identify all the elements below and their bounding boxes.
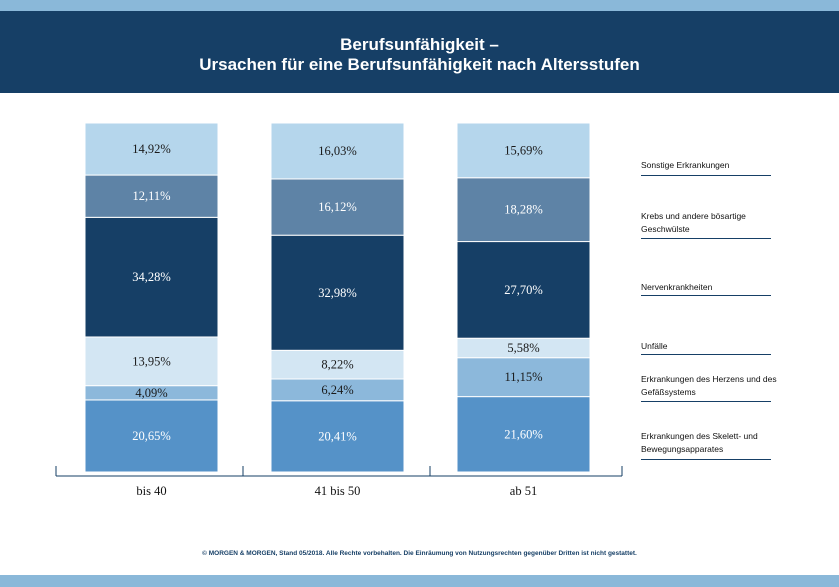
data-label: 4,09% xyxy=(135,386,167,400)
footer-copyright: © MORGEN & MORGEN, Stand 05/2018. Alle R… xyxy=(202,550,637,557)
legend-label-krebs: Krebs und andere bösartige Geschwülste xyxy=(641,211,746,234)
legend-divider xyxy=(641,175,771,176)
data-label: 20,65% xyxy=(132,429,171,443)
legend-label-nerven: Nervenkrankheiten xyxy=(641,282,713,292)
bar-segment xyxy=(456,241,591,339)
legend-label-unfaelle: Unfälle xyxy=(641,341,668,351)
data-label: 11,15% xyxy=(504,370,542,384)
category-label: bis 40 xyxy=(136,484,166,498)
bar-segment xyxy=(456,357,591,398)
chart-title: Berufsunfähigkeit – xyxy=(340,35,499,54)
bar-segment xyxy=(84,174,219,218)
legend-label-herz: Erkrankungen des Herzens und des Gefäßsy… xyxy=(641,374,777,397)
data-label: 18,28% xyxy=(504,203,543,217)
legend-label-sonstige: Sonstige Erkrankungen xyxy=(641,160,730,170)
legend-divider xyxy=(641,295,771,296)
bar-segment xyxy=(270,400,405,473)
data-label: 14,92% xyxy=(132,142,171,156)
data-label: 21,60% xyxy=(504,427,543,441)
data-label: 6,24% xyxy=(321,383,353,397)
chart-subtitle: Ursachen für eine Berufsunfähigkeit nach… xyxy=(199,55,640,74)
legend-divider xyxy=(641,238,771,239)
data-label: 16,03% xyxy=(318,144,357,158)
legend-divider xyxy=(641,459,771,460)
legend-label-skelett: Erkrankungen des Skelett- und Bewegungsa… xyxy=(641,431,758,454)
bar-segment xyxy=(84,399,219,473)
data-label: 20,41% xyxy=(318,429,357,443)
data-label: 15,69% xyxy=(504,143,543,157)
data-label: 27,70% xyxy=(504,283,543,297)
bar-segment xyxy=(84,122,219,176)
category-label: 41 bis 50 xyxy=(315,484,361,498)
data-label: 5,58% xyxy=(507,341,539,355)
data-label: 32,98% xyxy=(318,286,357,300)
bar-segment xyxy=(270,122,405,180)
data-label: 13,95% xyxy=(132,354,171,368)
data-label: 8,22% xyxy=(321,358,353,372)
category-label: ab 51 xyxy=(510,484,537,498)
header-banner: Berufsunfähigkeit – Ursachen für eine Be… xyxy=(0,11,839,93)
bottom-stripe xyxy=(0,575,839,587)
legend-divider xyxy=(641,401,771,402)
data-label: 34,28% xyxy=(132,270,171,284)
top-stripe xyxy=(0,0,839,11)
data-label: 12,11% xyxy=(132,189,170,203)
bar-segment xyxy=(456,396,591,473)
bar-segment xyxy=(456,122,591,179)
bar-segment xyxy=(270,349,405,380)
bar-segment xyxy=(456,177,591,243)
legend-divider xyxy=(641,354,771,355)
bar-segment xyxy=(84,336,219,387)
bar-segment xyxy=(84,216,219,338)
bar-segment xyxy=(270,234,405,351)
bar-segment xyxy=(270,178,405,236)
data-label: 16,12% xyxy=(318,200,357,214)
